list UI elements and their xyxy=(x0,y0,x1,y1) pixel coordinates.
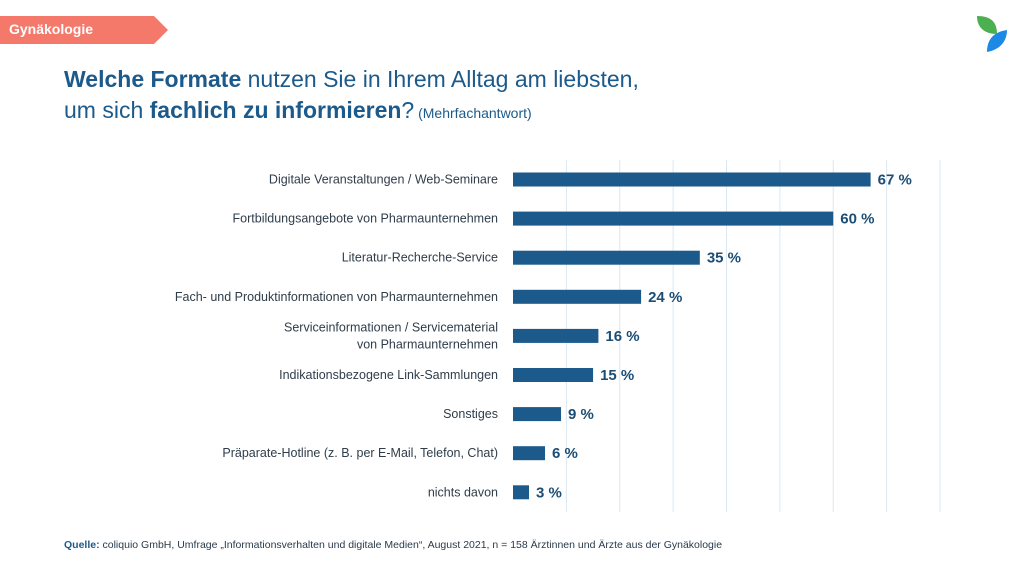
value-label: 15 % xyxy=(600,367,634,384)
category-label: nichts davon xyxy=(428,485,498,499)
source-label: Quelle: xyxy=(64,539,100,551)
bar-chart: 67 % Digitale Veranstaltungen / Web-Semin… xyxy=(175,160,941,512)
category-label: von Pharmaunternehmen xyxy=(357,337,498,351)
bar xyxy=(513,250,700,265)
tag-label: Gynäkologie xyxy=(9,21,94,37)
value-label: 60 % xyxy=(840,211,874,228)
value-label: 35 % xyxy=(707,250,741,267)
category-label: Literatur-Recherche-Service xyxy=(342,251,498,265)
value-label: 6 % xyxy=(552,445,578,462)
bar xyxy=(513,368,594,382)
category-label: Präparate-Hotline (z. B. per E-Mail, Tel… xyxy=(222,446,498,460)
category-label: Digitale Veranstaltungen / Web-Seminare xyxy=(269,173,498,187)
source-note: Quelle: coliquio GmbH, Umfrage „Informat… xyxy=(64,539,722,551)
title-line-2: um sich fachlich zu informieren? (Mehrfa… xyxy=(64,95,639,129)
title-bold-1: Welche Formate xyxy=(64,66,242,92)
bar xyxy=(513,407,562,422)
title-text-1: nutzen Sie in Ihrem Alltag am liebsten, xyxy=(241,66,639,92)
category-label: Fortbildungsangebote von Pharmaunternehm… xyxy=(233,212,499,226)
value-label: 67 % xyxy=(878,172,912,189)
category-label: Serviceinformationen / Servicematerial xyxy=(284,320,498,334)
bar xyxy=(513,172,871,187)
tag-shape xyxy=(0,16,168,44)
page-title: Welche Formate nutzen Sie in Ihrem Allta… xyxy=(64,64,639,129)
bar xyxy=(513,289,642,304)
value-label: 9 % xyxy=(568,406,594,423)
value-label: 24 % xyxy=(648,289,682,306)
category-label: Sonstiges xyxy=(443,407,498,421)
category-tag: Gynäkologie xyxy=(0,16,170,44)
source-text: coliquio GmbH, Umfrage „Informationsverh… xyxy=(99,539,723,551)
category-label: Fach- und Produktinformationen von Pharm… xyxy=(175,290,498,304)
category-label: Indikationsbezogene Link-Sammlungen xyxy=(279,368,498,382)
value-label: 16 % xyxy=(605,328,639,345)
title-text-3: ? xyxy=(401,97,415,123)
bar xyxy=(513,446,546,461)
title-note: (Mehrfachantwort) xyxy=(414,105,532,121)
title-bold-2: fachlich zu informieren xyxy=(149,97,402,123)
bar xyxy=(513,485,530,500)
leaf-logo-icon xyxy=(975,14,1009,54)
value-label: 3 % xyxy=(536,484,562,501)
title-line-1: Welche Formate nutzen Sie in Ihrem Allta… xyxy=(64,64,639,95)
bar xyxy=(513,211,834,226)
title-text-2: um sich xyxy=(64,97,150,123)
bar xyxy=(513,328,599,343)
